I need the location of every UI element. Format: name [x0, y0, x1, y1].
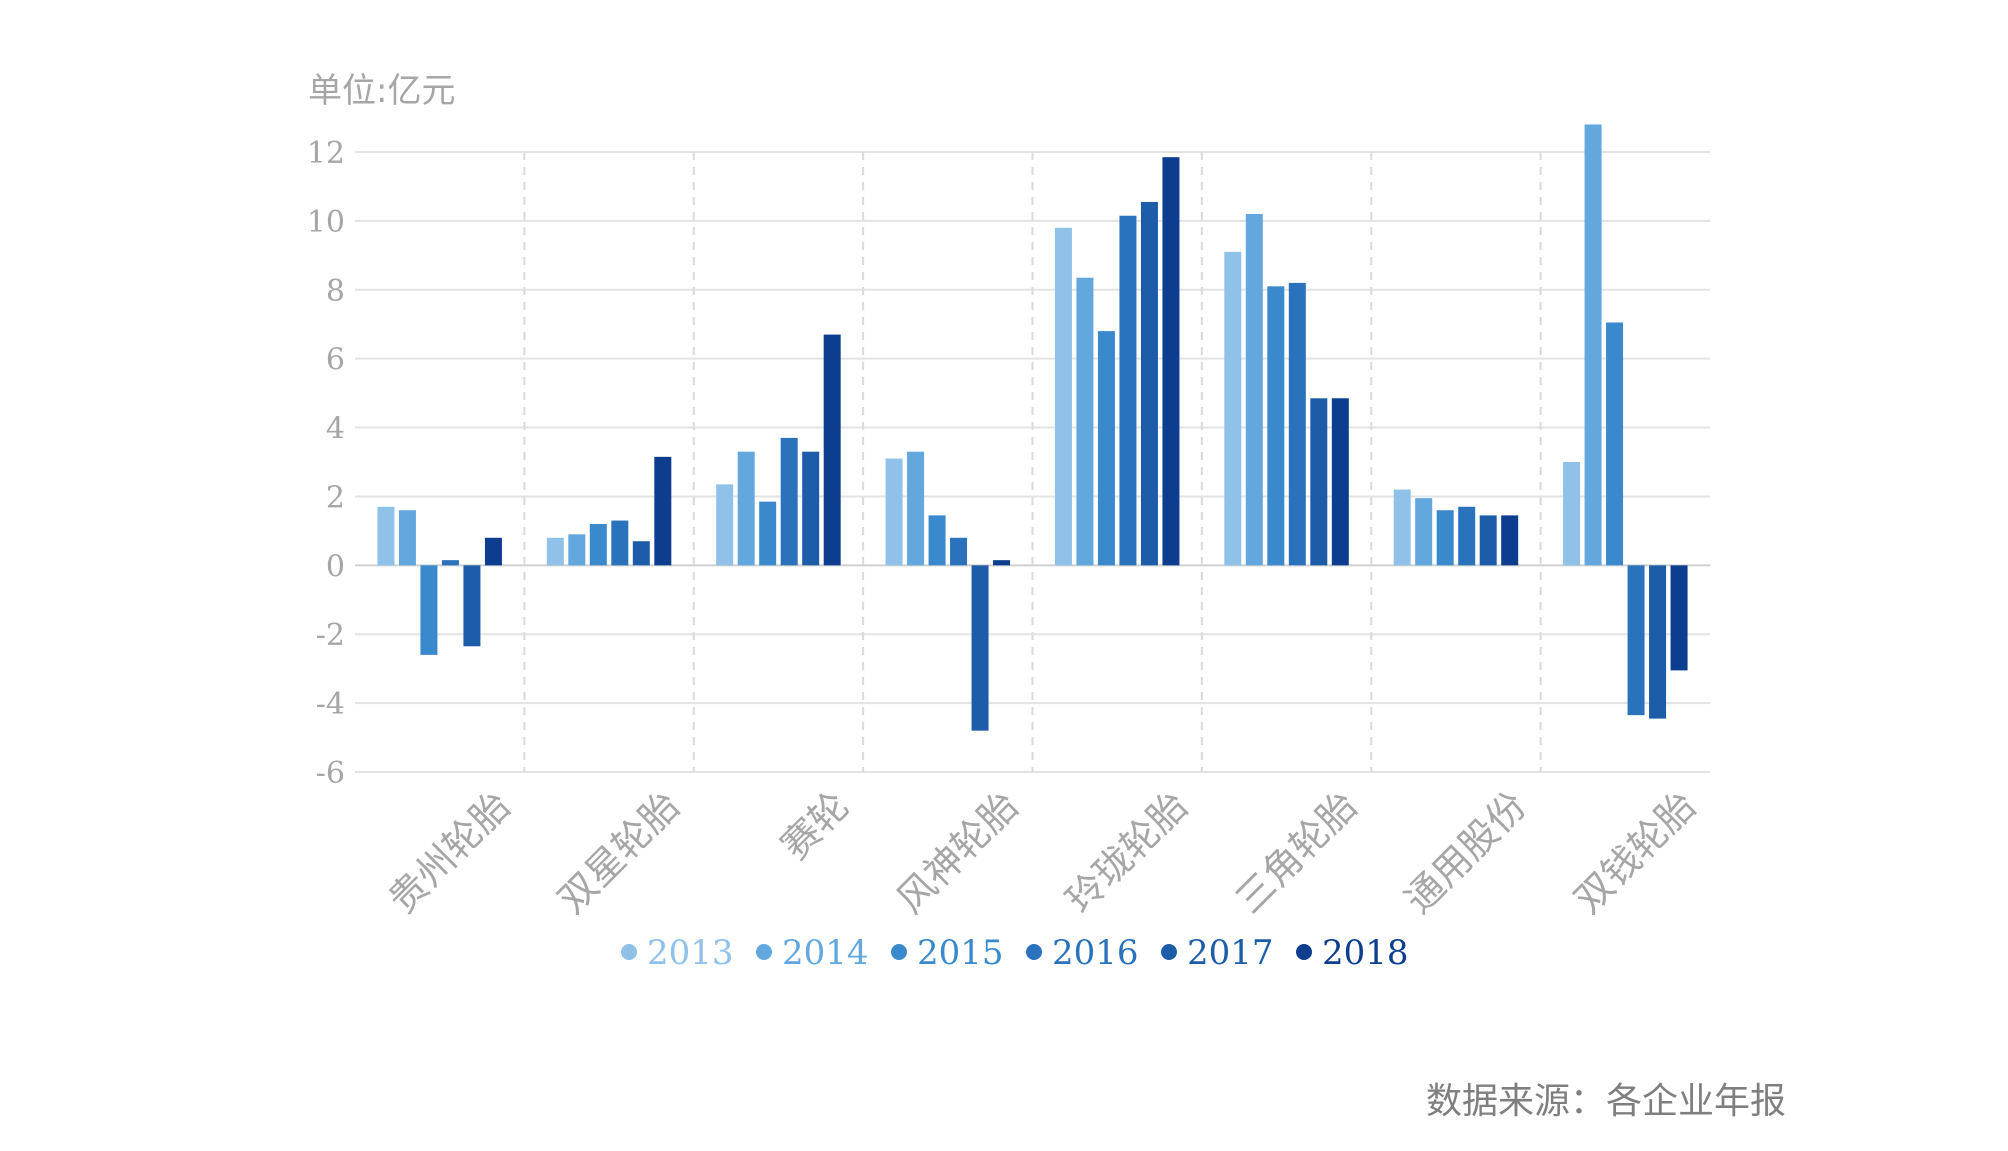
bar-2017-4 — [1140, 201, 1158, 566]
legend-marker — [621, 944, 637, 960]
x-category-label: 玲珑轮胎 — [1058, 783, 1197, 922]
bar-2015-2 — [759, 501, 777, 566]
bar-2014-3 — [907, 451, 925, 566]
bar-2014-4 — [1076, 277, 1094, 566]
bar-2014-0 — [398, 510, 416, 566]
bar-2013-6 — [1393, 489, 1411, 566]
bar-2015-5 — [1267, 286, 1285, 566]
source-note: 数据来源：各企业年报 — [1425, 1081, 1786, 1122]
x-category-label: 贵州轮胎 — [380, 783, 519, 922]
bar-2013-3 — [885, 458, 903, 566]
legend-label: 2015 — [917, 933, 1004, 973]
bar-2017-0 — [463, 565, 481, 647]
bar-2018-2 — [823, 334, 841, 566]
legend-label: 2018 — [1322, 933, 1409, 973]
bar-2016-4 — [1119, 215, 1137, 566]
legend-marker — [891, 944, 907, 960]
bar-2015-6 — [1436, 510, 1454, 566]
bar-2015-4 — [1097, 331, 1115, 566]
legend-marker — [1161, 944, 1177, 960]
bar-2018-0 — [484, 537, 502, 566]
legend-marker — [756, 944, 772, 960]
bar-2015-0 — [420, 565, 438, 655]
bar-2013-7 — [1563, 462, 1581, 566]
bar-2015-1 — [589, 524, 607, 566]
bar-2018-6 — [1501, 515, 1519, 566]
bar-2016-7 — [1627, 565, 1645, 716]
legend-marker — [1026, 944, 1042, 960]
bar-2017-7 — [1649, 565, 1667, 719]
bar-2015-3 — [928, 515, 946, 566]
legend-label: 2017 — [1187, 933, 1274, 973]
bar-2013-2 — [716, 484, 734, 566]
bar-2013-4 — [1054, 227, 1072, 566]
bar-2016-2 — [780, 437, 798, 566]
x-category-label: 三角轮胎 — [1227, 783, 1366, 922]
x-category-label: 赛轮 — [773, 783, 858, 868]
y-tick-label: 2 — [326, 480, 345, 515]
y-axis-ticks: 12 10 8 6 4 2 0 -2 -4 -6 — [307, 136, 345, 791]
category-separators — [523, 152, 1542, 772]
bar-2018-3 — [993, 560, 1011, 566]
y-tick-label: -2 — [316, 618, 345, 653]
bar-2014-5 — [1245, 214, 1263, 566]
x-category-label: 双钱轮胎 — [1566, 783, 1705, 922]
x-axis-labels: 贵州轮胎 双星轮胎 赛轮 风神轮胎 玲珑轮胎 三角轮胎 通用股份 双钱轮胎 — [380, 783, 1704, 922]
y-tick-label: 10 — [307, 205, 345, 240]
legend-marker — [1296, 944, 1312, 960]
bar-2013-1 — [546, 537, 564, 566]
y-tick-label: -4 — [316, 687, 345, 722]
bar-2014-1 — [568, 534, 586, 566]
legend: 2013 2014 2015 2016 2017 2018 — [621, 933, 1409, 973]
bar-2015-7 — [1606, 322, 1624, 566]
bar-2014-6 — [1415, 498, 1433, 566]
bar-2017-3 — [971, 565, 989, 731]
bar-2013-0 — [377, 506, 395, 566]
bar-2016-0 — [441, 560, 459, 566]
bar-2016-3 — [950, 537, 968, 566]
bar-2018-1 — [654, 456, 672, 566]
bar-2017-6 — [1479, 515, 1497, 566]
legend-label: 2013 — [647, 933, 734, 973]
bar-2014-2 — [737, 451, 755, 566]
bar-2013-5 — [1224, 251, 1242, 566]
y-tick-label: 0 — [326, 549, 345, 584]
bar-2017-1 — [632, 541, 650, 566]
legend-label: 2016 — [1052, 933, 1139, 973]
y-tick-label: 4 — [326, 412, 345, 447]
unit-label: 单位:亿元 — [308, 71, 455, 111]
bar-2016-5 — [1288, 282, 1306, 566]
bar-2018-5 — [1331, 398, 1349, 566]
bar-2016-1 — [611, 520, 629, 566]
bar-2014-7 — [1584, 124, 1602, 566]
bar-2017-5 — [1310, 398, 1328, 566]
bar-2018-7 — [1670, 565, 1688, 671]
y-tick-label: 12 — [307, 136, 345, 171]
bars — [377, 124, 1688, 731]
x-category-label: 双星轮胎 — [550, 783, 689, 922]
bar-2017-2 — [802, 451, 820, 566]
bar-2016-6 — [1458, 506, 1476, 566]
y-tick-label: 8 — [326, 274, 345, 309]
y-tick-label: -6 — [316, 756, 345, 791]
legend-label: 2014 — [782, 933, 869, 973]
bar-2018-4 — [1162, 157, 1180, 566]
x-category-label: 通用股份 — [1396, 783, 1535, 922]
x-category-label: 风神轮胎 — [888, 783, 1027, 922]
y-tick-label: 6 — [326, 343, 345, 378]
